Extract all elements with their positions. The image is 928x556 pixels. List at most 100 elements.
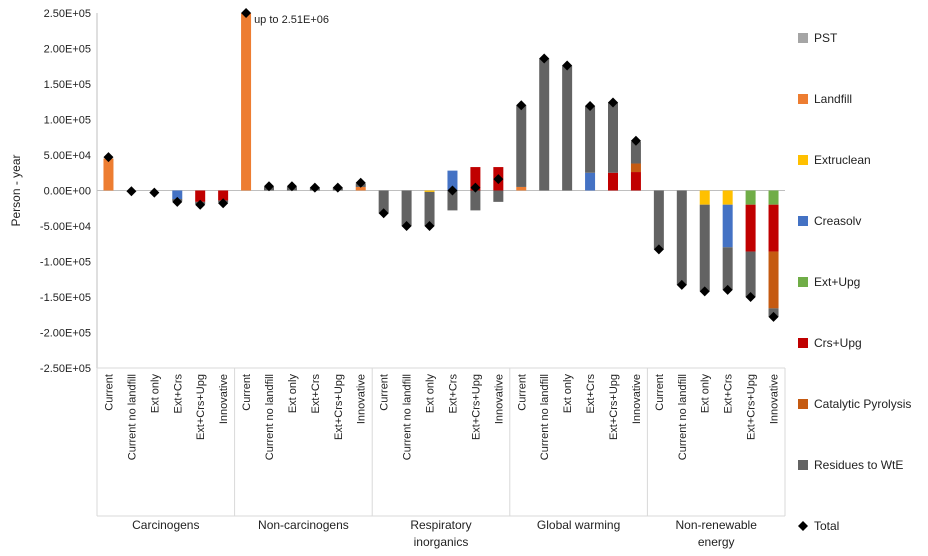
bar-segment-ext-upg	[769, 191, 779, 205]
group-label-line: energy	[698, 535, 735, 549]
bar-segment-residues-to-wte	[746, 252, 756, 297]
legend-label: Residues to WtE	[814, 458, 903, 472]
bar-segment-creasolv	[585, 173, 595, 191]
bar-segment-crs-upg	[746, 205, 756, 252]
bar-segment-catalytic-pyrolysis	[769, 252, 779, 309]
bar-segment-extruclean	[700, 191, 710, 205]
bar-segment-residues-to-wte	[493, 191, 503, 202]
x-tick-label: Current	[103, 374, 115, 411]
group-label: Non-carcinogens	[258, 518, 349, 532]
x-tick-label: Ext+Crs	[723, 374, 735, 414]
bar-segment-extruclean	[723, 191, 733, 205]
group-label-line: Non-renewable	[676, 518, 758, 532]
x-tick-label: Innovative	[493, 374, 505, 424]
group-label: Carcinogens	[132, 518, 199, 532]
bar-segment-residues-to-wte	[402, 191, 412, 227]
x-tick-label: Ext+Crs	[310, 374, 322, 414]
bar-segment-crs-upg	[608, 173, 618, 191]
legend-swatch-landfill	[798, 94, 808, 104]
x-tick-label: Current no landfill	[539, 374, 551, 460]
x-tick-label: Ext+Crs+Upg	[470, 374, 482, 440]
x-tick-label: Current no landfill	[402, 374, 414, 460]
legend-label: Creasolv	[814, 214, 861, 228]
bar-segment-landfill	[241, 13, 251, 191]
legend-swatch-ext-upg	[798, 277, 808, 287]
legend-label: PST	[814, 31, 838, 45]
bar-segment-landfill	[103, 159, 113, 191]
y-tick-label: -2.00E+05	[40, 328, 91, 340]
legend-label: Crs+Upg	[814, 336, 862, 350]
y-tick-label: 5.00E+04	[44, 150, 91, 162]
x-tick-label: Ext+Crs+Upg	[195, 374, 207, 440]
bar-segment-crs-upg	[631, 172, 641, 190]
y-tick-label: 2.50E+05	[44, 8, 91, 20]
legend-label: Ext+Upg	[814, 275, 860, 289]
x-tick-label: Current no landfill	[264, 374, 276, 460]
x-tick-label: Current	[516, 374, 528, 411]
group-label-line: inorganics	[414, 535, 469, 549]
legend-label: Extruclean	[814, 153, 871, 167]
y-tick-label: -1.50E+05	[40, 292, 91, 304]
x-tick-label: Current	[654, 374, 666, 411]
legend-swatch-crs-upg	[798, 338, 808, 348]
bar-segment-landfill	[516, 187, 526, 191]
legend-swatch-creasolv	[798, 216, 808, 226]
bar-segment-creasolv	[723, 205, 733, 248]
y-axis-label: Person - year	[9, 154, 23, 226]
legend-swatch-catalytic-pyrolysis	[798, 399, 808, 409]
bar-segment-residues-to-wte	[654, 191, 664, 250]
legend-swatch-residues-to-wte	[798, 460, 808, 470]
bar-segment-residues-to-wte	[608, 102, 618, 172]
y-tick-label: 2.00E+05	[44, 44, 91, 56]
bar-segment-residues-to-wte	[516, 105, 526, 187]
x-tick-label: Ext+Crs+Upg	[608, 374, 620, 440]
x-tick-label: Innovative	[769, 374, 781, 424]
bar-segment-residues-to-wte	[562, 66, 572, 191]
y-tick-label: 0.00E+00	[44, 186, 91, 198]
annotation-text: up to 2.51E+06	[254, 14, 329, 26]
x-tick-label: Current	[241, 374, 253, 411]
bar-segment-catalytic-pyrolysis	[631, 164, 641, 173]
x-tick-label: Ext+Crs	[447, 374, 459, 414]
x-tick-label: Ext only	[700, 374, 712, 414]
y-tick-label: -1.00E+05	[40, 257, 91, 269]
bar-segment-ext-upg	[746, 191, 756, 205]
x-tick-label: Innovative	[218, 374, 230, 424]
x-tick-label: Current	[379, 374, 391, 411]
x-tick-label: Ext only	[425, 374, 437, 414]
x-tick-label: Ext only	[149, 374, 161, 414]
group-label-line: Respiratory	[410, 518, 471, 532]
bar-segment-residues-to-wte	[470, 191, 480, 211]
legend-label: Landfill	[814, 92, 852, 106]
legend-label: Total	[814, 519, 839, 533]
bar-segment-residues-to-wte	[723, 247, 733, 290]
x-tick-label: Ext+Crs	[172, 374, 184, 414]
x-tick-label: Ext only	[287, 374, 299, 414]
bar-segment-residues-to-wte	[677, 191, 687, 285]
y-tick-label: -5.00E+04	[40, 221, 91, 233]
legend-swatch-pst	[798, 33, 808, 43]
x-tick-label: Ext+Crs+Upg	[333, 374, 345, 440]
bar-segment-residues-to-wte	[425, 192, 435, 226]
x-tick-label: Innovative	[631, 374, 643, 424]
x-tick-label: Innovative	[356, 374, 368, 424]
x-tick-label: Ext+Crs+Upg	[746, 374, 758, 440]
bar-segment-residues-to-wte	[700, 205, 710, 292]
y-tick-label: 1.50E+05	[44, 79, 91, 91]
group-label: Global warming	[537, 518, 620, 532]
x-tick-label: Current no landfill	[677, 374, 689, 460]
legend-label: Catalytic Pyrolysis	[814, 397, 911, 411]
legend-swatch-extruclean	[798, 155, 808, 165]
bar-segment-residues-to-wte	[539, 58, 549, 190]
x-tick-label: Ext+Crs	[585, 374, 597, 414]
bar-segment-crs-upg	[769, 205, 779, 252]
x-tick-label: Ext only	[562, 374, 574, 414]
y-tick-label: -2.50E+05	[40, 363, 91, 375]
annotations: up to 2.51E+06	[254, 14, 329, 26]
x-tick-label: Current no landfill	[126, 374, 138, 460]
bar-segment-residues-to-wte	[585, 106, 595, 173]
bar-segment-extruclean	[425, 191, 435, 192]
y-tick-label: 1.00E+05	[44, 115, 91, 127]
